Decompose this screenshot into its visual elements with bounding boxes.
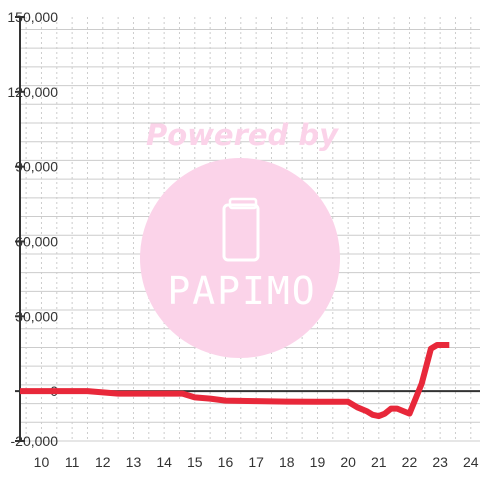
y-tick-label: 30,000 [15, 308, 58, 324]
y-tick-label: 150,000 [7, 9, 58, 25]
watermark-circle [140, 158, 340, 358]
x-tick-labels: 10 11 12 13 14 15 16 17 18 19 20 21 22 23 24 [34, 454, 479, 470]
x-tick-label: 11 [65, 454, 80, 470]
x-tick-label: 10 [34, 454, 50, 470]
watermark-logo: PAPIMO [167, 269, 316, 313]
x-tick-label: 22 [402, 454, 418, 470]
x-tick-label: 13 [126, 454, 142, 470]
x-tick-label: 24 [463, 454, 479, 470]
phone-icon [222, 197, 260, 262]
x-tick-label: 18 [279, 454, 295, 470]
x-tick-label: 16 [218, 454, 234, 470]
x-tick-label: 23 [432, 454, 448, 470]
x-tick-label: 21 [371, 454, 387, 470]
x-tick-label: 19 [310, 454, 326, 470]
x-tick-label: 12 [95, 454, 111, 470]
y-tick-label: 120,000 [7, 84, 58, 100]
y-tick-label: 60,000 [15, 233, 58, 249]
y-tick-label: -20,000 [11, 433, 59, 449]
y-tick-label: 90,000 [15, 159, 58, 175]
x-tick-label: 15 [187, 454, 203, 470]
series-line [20, 342, 450, 420]
series-group [20, 342, 450, 420]
x-tick-label: 14 [156, 454, 172, 470]
x-tick-label: 20 [340, 454, 356, 470]
watermark: Powered by PAPIMO [140, 118, 340, 358]
watermark-caption: Powered by [146, 118, 339, 152]
x-tick-label: 17 [248, 454, 264, 470]
